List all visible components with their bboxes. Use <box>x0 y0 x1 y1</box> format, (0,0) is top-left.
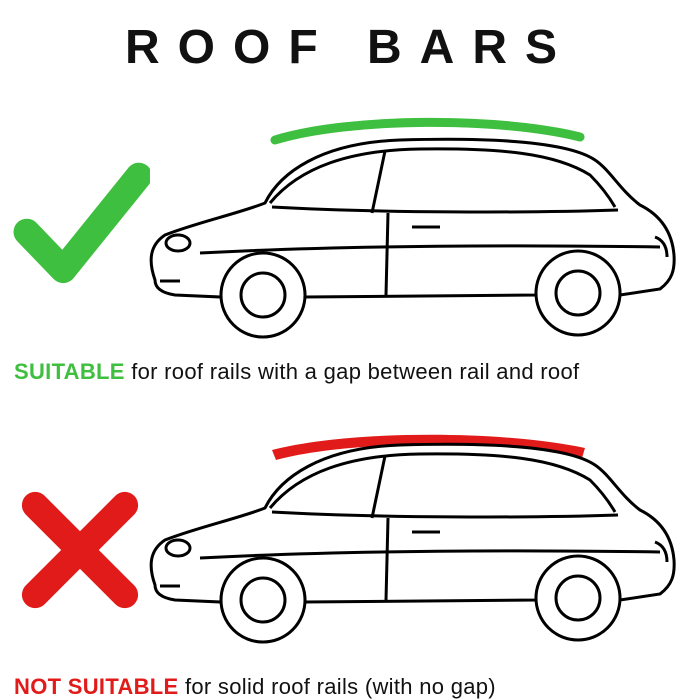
suitable-panel: SUITABLE for roof rails with a gap betwe… <box>0 95 700 385</box>
unsuitable-panel: NOT SUITABLE for solid roof rails (with … <box>0 400 700 700</box>
suitable-caption: SUITABLE for roof rails with a gap betwe… <box>14 359 694 385</box>
unsuitable-caption: NOT SUITABLE for solid roof rails (with … <box>14 674 694 700</box>
unsuitable-rest: for solid roof rails (with no gap) <box>179 674 496 699</box>
page-title: ROOF BARS <box>0 20 700 75</box>
car-suitable <box>100 95 700 345</box>
car-unsuitable <box>100 400 700 650</box>
suitable-rest: for roof rails with a gap between rail a… <box>125 359 580 384</box>
suitable-lead: SUITABLE <box>14 359 125 384</box>
unsuitable-lead: NOT SUITABLE <box>14 674 179 699</box>
